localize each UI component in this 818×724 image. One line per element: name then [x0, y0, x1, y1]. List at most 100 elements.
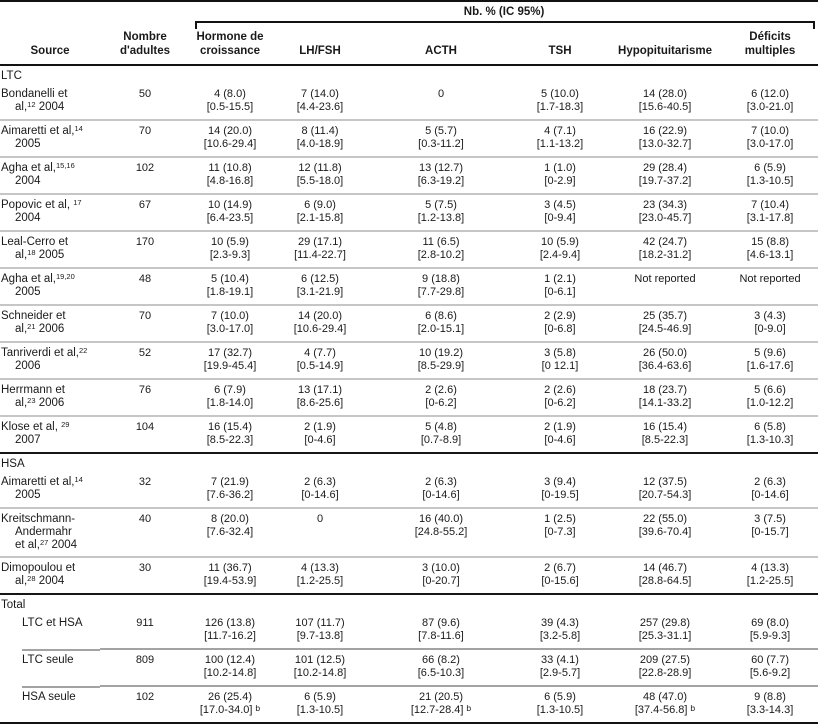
table-row: LTC et HSA 911 126 (13.8) [11.7-16.2] 107 (1… — [0, 613, 818, 649]
cell-confidence-interval: [24.8-55.2] — [414, 526, 468, 538]
cell-confidence-interval: [4.6-13.1] — [746, 249, 794, 261]
n-adultes-cell: 67 — [100, 193, 190, 231]
cell-value: 12 (37.5) — [642, 476, 688, 488]
cell-value: 126 (13.8) — [204, 617, 256, 629]
cell-value: 13 (12.7) — [418, 162, 464, 174]
table-row: Aimaretti et al,14 2005 70 14 (20.0) [10.6-2… — [0, 119, 818, 157]
source-line: al,28 2004 — [15, 573, 65, 588]
value-cell: 5 (6.6) [1.0-12.2] — [722, 378, 818, 416]
reference-superscript: 22 — [78, 345, 88, 355]
n-adultes-cell: 70 — [100, 119, 190, 157]
cell-value: 4 (13.3) — [751, 562, 789, 574]
cell-value: 33 (4.1) — [541, 654, 579, 666]
cell-value: 5 (4.8) — [425, 421, 457, 433]
value-cell: 5 (9.6) [1.6-17.6] — [722, 341, 818, 379]
source-line: Klose et al, 29 — [1, 419, 70, 434]
cell-value: 14 (28.0) — [642, 88, 688, 100]
table-row: Leal-Cerro et al,18 2005 170 10 (5.9) [2.3-9… — [0, 230, 818, 268]
value-cell: 0 — [370, 84, 512, 120]
cell-value: 5 (7.5) — [425, 199, 457, 211]
value-cell: 26 (50.0) [36.4-63.6] — [608, 341, 722, 379]
cell-confidence-interval: [1.1-13.2] — [536, 138, 584, 150]
value-cell: 87 (9.6) [7.8-11.6] — [370, 613, 512, 649]
cell-value: 6 (9.0) — [304, 199, 336, 211]
value-cell: 26 (25.4) [17.0-34.0] b — [190, 685, 270, 723]
cell-value: 6 (5.9) — [304, 691, 336, 703]
value-cell: 14 (28.0) [15.6-40.5] — [608, 84, 722, 120]
section-label: Total — [0, 593, 818, 613]
source-cell: Tanriverdi et al,22 2006 — [0, 341, 100, 379]
cell-value: 39 (4.3) — [541, 617, 579, 629]
value-cell: 3 (9.4) [0-19.5] — [512, 472, 608, 508]
table-row: Aimaretti et al,14 2005 32 7 (21.9) [7.6-36.… — [0, 472, 818, 508]
value-cell: 42 (24.7) [18.2-31.2] — [608, 230, 722, 268]
cell-confidence-interval: [14.1-33.2] — [638, 397, 692, 409]
cell-confidence-interval: [5.9-9.3] — [749, 630, 791, 642]
reference-superscript: 14 — [74, 474, 83, 484]
value-cell: 107 (11.7) [9.7-13.8] — [270, 613, 370, 649]
cell-confidence-interval: [1.3-10.3] — [746, 434, 794, 446]
cell-value: 4 (7.1) — [544, 125, 576, 137]
span-header-blank — [0, 1, 190, 29]
value-cell: 10 (19.2) [8.5-29.9] — [370, 341, 512, 379]
n-adultes-cell: 48 — [100, 267, 190, 305]
table-body: LTC Bondanelli et al,12 2004 50 4 (8.0) [0.5-… — [0, 65, 818, 723]
table-row: LTC seule 809 100 (12.4) [10.2-14.8] 101 (12… — [0, 648, 818, 686]
value-cell: 16 (15.4) [8.5-22.3] — [608, 415, 722, 453]
reference-superscript: 29 — [61, 419, 70, 429]
cell-confidence-interval: [0-4.6] — [304, 434, 336, 446]
value-cell: 209 (27.5) [22.8-28.9] — [608, 648, 722, 686]
value-cell: 3 (4.5) [0-9.4] — [512, 193, 608, 231]
value-cell: 5 (10.4) [1.8-19.1] — [190, 267, 270, 305]
cell-value: 42 (24.7) — [642, 236, 688, 248]
cell-confidence-interval: [1.7-18.3] — [536, 101, 584, 113]
value-cell: 14 (20.0) [10.6-29.4] — [270, 304, 370, 342]
source-cell: Agha et al,15,16 2004 — [0, 156, 100, 194]
cell-confidence-interval: [0-4.6] — [544, 434, 576, 446]
source-line: Herrmann et — [1, 384, 65, 396]
cell-confidence-interval: [24.5-46.9] — [638, 323, 692, 335]
value-cell: 60 (7.7) [5.6-9.2] — [722, 648, 818, 686]
cell-confidence-interval: [20.7-54.3] — [638, 489, 692, 501]
source-line: al,18 2005 — [15, 247, 65, 262]
cell-confidence-interval: [25.3-31.1] — [638, 630, 692, 642]
cell-value: 6 (8.6) — [425, 310, 457, 322]
cell-value: 60 (7.7) — [751, 654, 789, 666]
reference-superscript: 27 — [39, 537, 49, 547]
cell-confidence-interval: [7.6-36.2] — [206, 489, 254, 501]
cell-confidence-interval: [17.0-34.0] b — [199, 702, 261, 717]
reference-superscript: 23 — [27, 395, 36, 405]
cell-value: 5 (10.4) — [211, 273, 249, 285]
cell-value: 66 (8.2) — [422, 654, 460, 666]
cell-confidence-interval: [1.2-25.5] — [746, 575, 794, 587]
span-header-label: Nb. % (IC 95%) — [463, 6, 545, 18]
cell-value: 3 (4.5) — [544, 199, 576, 211]
value-cell: 6 (5.9) [1.3-10.5] — [270, 685, 370, 723]
col-header-source: Source — [0, 29, 100, 66]
n-adultes-cell: 50 — [138, 88, 152, 100]
cell-value: 0 — [316, 513, 324, 525]
cell-confidence-interval: [0.3-11.2] — [418, 138, 464, 150]
section-row-total: Total — [0, 593, 818, 613]
cell-confidence-interval: [8.6-25.6] — [296, 397, 344, 409]
cell-confidence-interval: [22.8-28.9] — [638, 667, 692, 679]
cell-value: 209 (27.5) — [639, 654, 691, 666]
cell-confidence-interval: [23.0-45.7] — [638, 212, 692, 224]
value-cell: 6 (9.0) [2.1-15.8] — [270, 193, 370, 231]
cell-confidence-interval: [10.6-29.4] — [293, 323, 347, 335]
value-cell: 100 (12.4) [10.2-14.8] — [190, 648, 270, 686]
cell-value: 4 (13.3) — [301, 562, 339, 574]
cell-value: 7 (14.0) — [301, 88, 339, 100]
value-cell: 4 (13.3) [1.2-25.5] — [270, 556, 370, 594]
cell-value: 1 (1.0) — [544, 162, 576, 174]
source-line: 2007 — [15, 434, 41, 446]
span-bracket-line — [195, 21, 816, 29]
source-line: Kreitschmann- — [1, 513, 76, 525]
value-cell: 5 (5.7) [0.3-11.2] — [370, 119, 512, 157]
cell-value: 23 (34.3) — [642, 199, 688, 211]
value-cell: 6 (5.9) [1.3-10.5] — [512, 685, 608, 723]
cell-confidence-interval: [19.9-45.4] — [203, 360, 257, 372]
cell-confidence-interval: [9.7-13.8] — [296, 630, 344, 642]
value-cell: 29 (17.1) [11.4-22.7] — [270, 230, 370, 268]
value-cell: 15 (8.8) [4.6-13.1] — [722, 230, 818, 268]
